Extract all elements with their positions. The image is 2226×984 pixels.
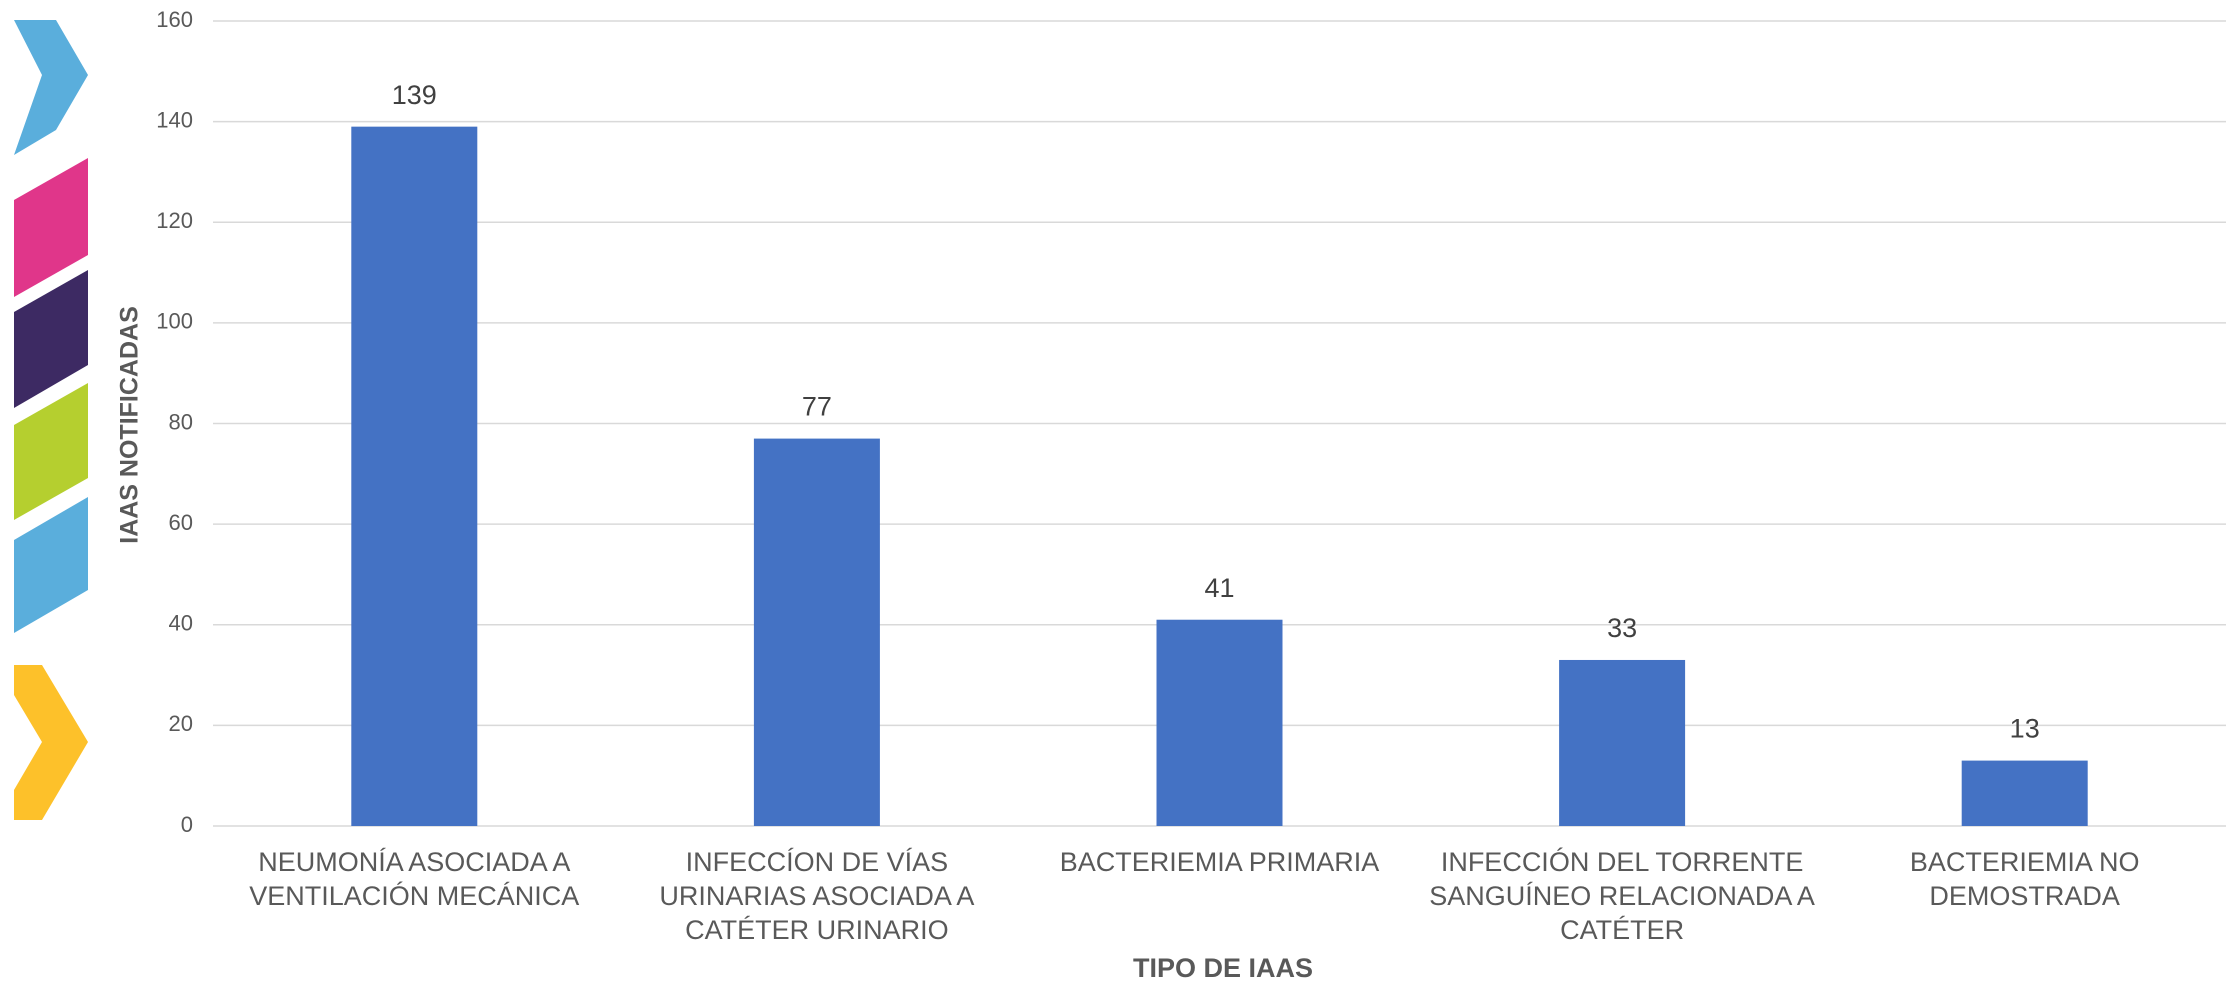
decoration: [14, 20, 88, 820]
data-label: 41: [1204, 573, 1234, 603]
y-tick-label: 0: [181, 812, 193, 837]
chevron: [14, 497, 88, 633]
y-tick-label: 120: [156, 208, 193, 233]
bar: [753, 438, 880, 826]
bar: [351, 126, 478, 826]
data-label: 77: [802, 392, 832, 422]
y-tick-label: 160: [156, 7, 193, 32]
chevron: [14, 20, 88, 155]
x-tick-label: NEUMONÍA ASOCIADA A VENTILACIÓN MECÁNICA: [249, 847, 580, 911]
y-axis-title: IAAS NOTIFICADAS: [116, 306, 144, 544]
x-tick-label: BACTERIEMIA PRIMARIA: [1059, 847, 1380, 877]
chevron: [14, 158, 88, 297]
x-tick-label: INFECCIÓN DEL TORRENTE SANGUÍNEO RELACIO…: [1429, 847, 1815, 945]
y-tick-label: 100: [156, 309, 193, 334]
y-tick-label: 80: [169, 409, 193, 434]
x-tick-label: BACTERIEMIA NO DEMOSTRADA: [1909, 847, 2140, 911]
chevron: [14, 665, 88, 820]
bar: [1559, 659, 1686, 826]
x-axis-title: TIPO DE IAAS: [1133, 953, 1313, 983]
chevron: [14, 270, 88, 408]
y-tick-label: 20: [169, 711, 193, 736]
y-tick-label: 140: [156, 107, 193, 132]
chevron: [14, 383, 88, 520]
data-label: 139: [392, 80, 437, 110]
bar: [1156, 619, 1283, 826]
x-tick-label: INFECCÍON DE VÍAS URINARIAS ASOCIADA A C…: [659, 847, 975, 945]
y-tick-label: 40: [169, 611, 193, 636]
data-label: 13: [2010, 714, 2040, 744]
y-tick-label: 60: [169, 510, 193, 535]
bar: [1961, 760, 2088, 826]
data-label: 33: [1607, 613, 1637, 643]
